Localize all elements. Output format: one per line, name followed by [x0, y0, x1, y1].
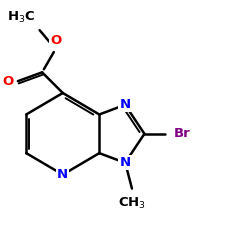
Text: CH$_3$: CH$_3$: [118, 196, 146, 210]
Text: Br: Br: [174, 127, 190, 140]
Text: O: O: [2, 75, 14, 88]
Text: N: N: [57, 168, 68, 181]
Text: O: O: [50, 34, 61, 48]
Text: H$_3$C: H$_3$C: [8, 10, 36, 25]
Text: N: N: [120, 156, 131, 169]
Text: N: N: [120, 98, 131, 111]
